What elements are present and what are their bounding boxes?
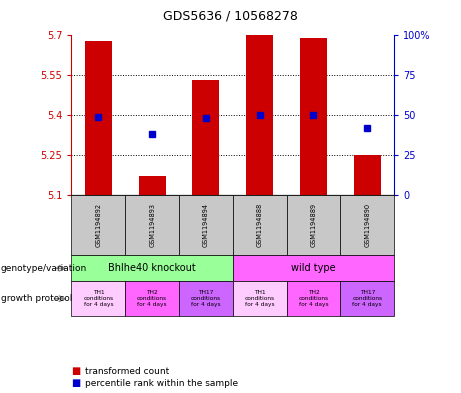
Text: GSM1194893: GSM1194893 [149, 203, 155, 247]
Text: genotype/variation: genotype/variation [1, 264, 87, 273]
Text: Bhlhe40 knockout: Bhlhe40 knockout [108, 263, 196, 273]
Text: GSM1194890: GSM1194890 [364, 203, 370, 247]
Text: GSM1194892: GSM1194892 [95, 203, 101, 247]
Text: GSM1194894: GSM1194894 [203, 203, 209, 247]
Text: GDS5636 / 10568278: GDS5636 / 10568278 [163, 10, 298, 23]
Text: wild type: wild type [291, 263, 336, 273]
Bar [246, 35, 273, 195]
Text: growth protocol: growth protocol [1, 294, 72, 303]
Text: GSM1194888: GSM1194888 [257, 203, 263, 247]
Text: ■: ■ [71, 378, 81, 388]
Text: ■: ■ [71, 366, 81, 376]
Bar [300, 38, 327, 195]
Bar [354, 155, 381, 195]
Text: TH17
conditions
for 4 days: TH17 conditions for 4 days [191, 290, 221, 307]
Text: GSM1194889: GSM1194889 [310, 203, 317, 247]
Bar [139, 176, 165, 195]
Text: TH1
conditions
for 4 days: TH1 conditions for 4 days [83, 290, 113, 307]
Text: TH1
conditions
for 4 days: TH1 conditions for 4 days [245, 290, 275, 307]
Text: TH17
conditions
for 4 days: TH17 conditions for 4 days [352, 290, 382, 307]
Text: TH2
conditions
for 4 days: TH2 conditions for 4 days [298, 290, 329, 307]
Text: percentile rank within the sample: percentile rank within the sample [85, 379, 238, 387]
Text: TH2
conditions
for 4 days: TH2 conditions for 4 days [137, 290, 167, 307]
Bar [85, 41, 112, 195]
Bar [193, 81, 219, 195]
Text: transformed count: transformed count [85, 367, 170, 376]
